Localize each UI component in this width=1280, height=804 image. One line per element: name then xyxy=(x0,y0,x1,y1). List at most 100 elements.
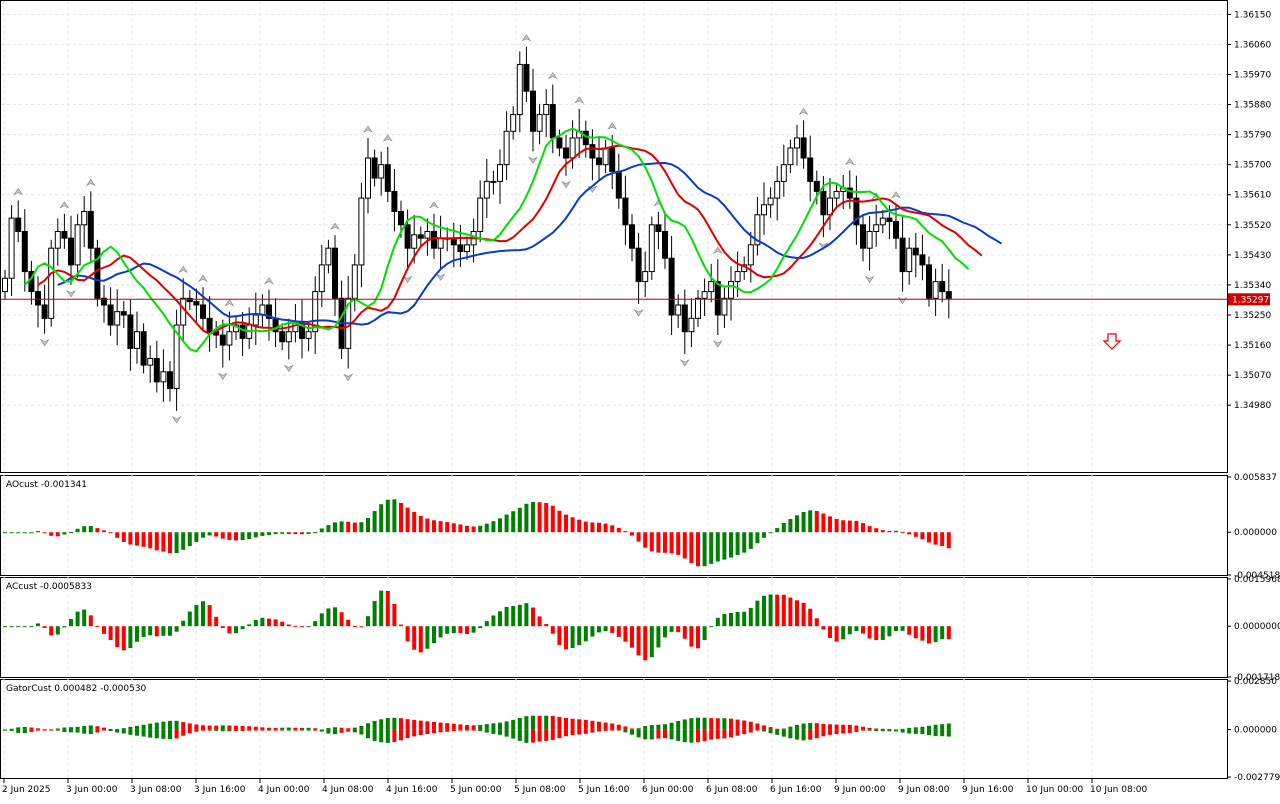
ac-bar xyxy=(36,623,40,627)
gator-down-bar xyxy=(372,729,377,741)
ac-bar xyxy=(940,626,945,640)
gator-down-bar xyxy=(669,729,674,740)
ac-bar xyxy=(214,616,219,627)
ac-bar xyxy=(240,626,245,630)
candle-bear xyxy=(404,224,411,249)
gator-down-bar xyxy=(16,729,21,733)
gator-down-bar xyxy=(194,729,199,732)
candle-bull xyxy=(54,230,61,249)
ao-bar xyxy=(880,530,885,533)
candle-bear xyxy=(371,157,378,179)
panel-axis-label: 0.002850 xyxy=(1234,677,1277,687)
candle-bull xyxy=(774,180,781,199)
fractal-down-icon xyxy=(343,373,354,381)
gator-down-bar xyxy=(352,729,357,733)
candle-bear xyxy=(622,197,629,226)
gator-down-bar xyxy=(484,729,489,733)
ao-bar xyxy=(451,523,456,533)
gator-up-bar xyxy=(75,726,80,730)
price-axis-label: 1.35970 xyxy=(1234,70,1271,80)
ac-bar xyxy=(933,626,938,643)
gator-down-bar xyxy=(676,729,681,741)
ac-bar xyxy=(102,626,106,634)
gator-up-bar xyxy=(636,728,641,730)
gator-down-bar xyxy=(920,729,925,735)
ac-bar xyxy=(154,626,159,637)
gator-down-bar xyxy=(95,729,100,733)
gator-down-bar xyxy=(458,729,463,731)
ao-bar xyxy=(319,528,324,533)
gator-down-bar xyxy=(399,729,403,741)
ac-bar xyxy=(808,608,813,627)
gator-down-bar xyxy=(577,729,582,735)
ao-bar xyxy=(187,532,192,547)
ao-bar xyxy=(742,532,747,553)
gator-up-bar xyxy=(115,729,120,731)
price-axis-label: 1.35610 xyxy=(1234,191,1271,201)
gator-up-bar xyxy=(102,727,106,730)
gator-down-bar xyxy=(214,729,219,731)
ac-bar xyxy=(300,626,304,628)
candle-bear xyxy=(899,237,906,273)
candle-bull xyxy=(675,304,682,316)
gator-up-bar xyxy=(531,715,535,730)
candle-bear xyxy=(820,190,827,216)
main-price-panel[interactable] xyxy=(0,0,1228,473)
ac-bar xyxy=(187,611,192,627)
ao-label: AOcust -0.001341 xyxy=(6,480,87,490)
ac-bar xyxy=(616,626,621,637)
gator-down-bar xyxy=(366,729,370,739)
ao-bar xyxy=(36,531,40,533)
candle-bear xyxy=(61,230,68,239)
gator-up-bar xyxy=(227,725,232,730)
candle-bear xyxy=(886,217,893,222)
gator-down-bar xyxy=(260,729,265,731)
candle-bull xyxy=(358,197,365,266)
ao-bar xyxy=(22,532,27,534)
ao-bar xyxy=(735,532,740,555)
candle-bear xyxy=(556,137,563,149)
gator-up-bar xyxy=(946,723,951,730)
ac-bar xyxy=(636,626,641,656)
ao-bar xyxy=(3,532,7,534)
fractal-up-icon xyxy=(844,157,855,166)
ac-bar xyxy=(22,626,27,628)
gator-up-bar xyxy=(29,727,34,730)
candle-bull xyxy=(780,164,787,182)
ao-bar xyxy=(491,521,496,533)
candle-bull xyxy=(497,164,503,182)
gator-up-bar xyxy=(861,726,865,730)
ao-bar xyxy=(432,520,436,533)
fractal-up-icon xyxy=(363,125,373,133)
price-axis-label: 1.36060 xyxy=(1234,40,1271,50)
ac-bar xyxy=(253,619,258,627)
ac-bar xyxy=(121,626,126,651)
gator-down-bar xyxy=(313,729,318,731)
gator-up-bar xyxy=(313,728,318,730)
ac-bar xyxy=(9,626,14,628)
candle-bear xyxy=(417,234,424,239)
gator-up-bar xyxy=(405,719,410,730)
gator-down-bar xyxy=(168,729,172,740)
ao-bar xyxy=(392,499,397,533)
ao-bar xyxy=(181,532,186,550)
gator-up-bar xyxy=(933,724,938,730)
ac-bar xyxy=(194,604,199,627)
gator-up-bar xyxy=(544,715,549,730)
gator-down-bar xyxy=(748,729,753,733)
ac-bar xyxy=(29,626,34,628)
candle-bear xyxy=(15,217,22,232)
time-axis-label: 9 Jun 00:00 xyxy=(834,785,886,795)
price-axis-label: 1.35160 xyxy=(1234,341,1271,351)
gator-up-bar xyxy=(913,727,918,730)
ac-bar xyxy=(748,607,753,627)
ao-bar xyxy=(207,532,212,536)
gator-up-bar xyxy=(583,719,588,730)
ac-bar xyxy=(729,612,733,627)
ao-bar xyxy=(524,503,529,533)
ac-bar xyxy=(874,626,879,641)
ac-bar xyxy=(583,626,588,642)
gator-down-bar xyxy=(795,729,799,740)
gator-down-bar xyxy=(115,729,120,733)
